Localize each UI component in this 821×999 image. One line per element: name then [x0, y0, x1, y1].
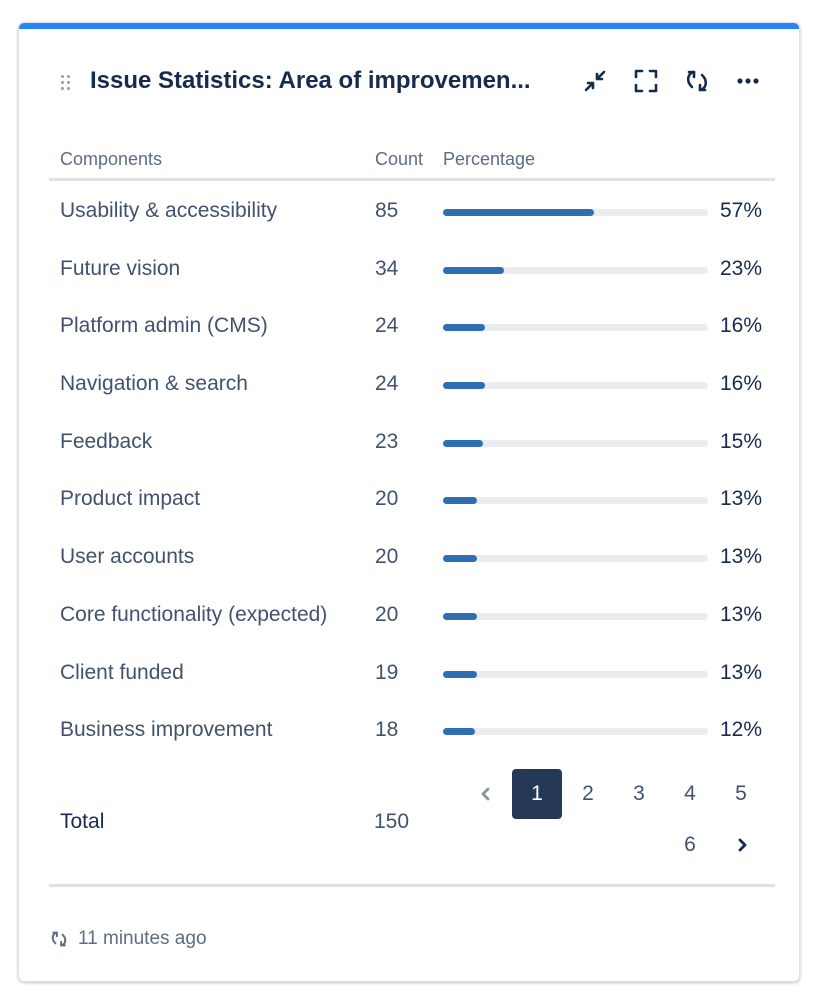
page-button-1[interactable]: 1	[512, 769, 562, 819]
table-row: User accounts 20 13%	[49, 527, 775, 585]
chevron-right-icon	[738, 838, 747, 852]
component-count[interactable]: 23	[375, 429, 399, 453]
more-options-button[interactable]	[730, 63, 766, 99]
components-column-header[interactable]: Components	[60, 149, 163, 169]
footer-divider	[49, 884, 775, 887]
component-percentage: 13%	[720, 660, 763, 684]
gadget-header: Issue Statistics: Area of improvemen...	[19, 29, 799, 129]
percentage-bar-fill	[443, 324, 486, 332]
percentage-bar-track	[443, 324, 708, 332]
percentage-bar-track	[443, 670, 708, 678]
percentage-bar-track	[443, 612, 708, 620]
table-row: Navigation & search 24 16%	[49, 354, 775, 412]
percentage-bar-fill	[443, 439, 483, 447]
gadget-title: Issue Statistics: Area of improvemen...	[90, 67, 531, 94]
percentage-bar-fill	[443, 728, 475, 736]
table-row: Core functionality (expected) 20 13%	[49, 585, 775, 643]
table-row: Business improvement 18 12%	[49, 700, 775, 758]
table-header: Components Count Percentage	[49, 123, 775, 181]
component-percentage: 13%	[720, 602, 763, 626]
component-count[interactable]: 34	[375, 256, 399, 280]
minimize-icon	[584, 70, 606, 92]
count-column-header[interactable]: Count	[375, 149, 424, 169]
table-row: Future vision 34 23%	[49, 239, 775, 297]
component-percentage: 12%	[720, 718, 763, 742]
percentage-bar-fill	[443, 209, 595, 216]
percentage-bar-fill	[443, 555, 478, 563]
percentage-bar-fill	[443, 266, 504, 274]
percentage-bar-track	[443, 439, 708, 447]
component-name[interactable]: Usability & accessibility	[60, 199, 278, 222]
table-row: Usability & accessibility 85 57%	[49, 181, 775, 239]
component-percentage: 57%	[720, 199, 763, 222]
component-count[interactable]: 18	[375, 718, 399, 742]
percentage-bar-track	[443, 209, 708, 216]
page-button-2[interactable]: 2	[582, 782, 594, 805]
component-percentage: 15%	[720, 429, 763, 453]
percentage-column-header[interactable]: Percentage	[443, 149, 536, 169]
component-count[interactable]: 20	[375, 487, 399, 511]
percentage-bar-fill	[443, 497, 478, 505]
component-name[interactable]: Core functionality (expected)	[60, 602, 328, 626]
last-updated-text: 11 minutes ago	[78, 928, 207, 949]
component-name[interactable]: Platform admin (CMS)	[60, 314, 268, 338]
chevron-left-icon	[481, 787, 490, 801]
component-percentage: 23%	[720, 256, 763, 280]
fullscreen-icon	[634, 69, 658, 93]
page-button-6[interactable]: 6	[684, 833, 696, 856]
table-row: Feedback 23 15%	[49, 412, 775, 470]
percentage-bar-track	[443, 555, 708, 563]
fullscreen-button[interactable]	[628, 63, 664, 99]
component-count[interactable]: 19	[375, 660, 399, 684]
component-percentage: 16%	[720, 314, 763, 338]
percentage-bar-track	[443, 728, 708, 736]
percentage-bar-fill	[443, 612, 478, 620]
component-count[interactable]: 20	[375, 545, 399, 569]
component-count[interactable]: 20	[375, 602, 399, 626]
previous-page-button[interactable]	[461, 769, 511, 819]
component-percentage: 16%	[720, 372, 763, 396]
component-name[interactable]: Navigation & search	[60, 372, 248, 396]
page-button-5[interactable]: 5	[735, 782, 747, 805]
component-count[interactable]: 85	[375, 199, 399, 222]
percentage-bar-track	[443, 382, 708, 390]
component-count[interactable]: 24	[375, 314, 399, 338]
table-row: Product impact 20 13%	[49, 469, 775, 527]
next-page-button[interactable]	[717, 820, 767, 870]
total-label: Total	[60, 810, 105, 833]
gadget-footer: 11 minutes ago	[49, 928, 207, 950]
gadget-accent-bar	[19, 23, 799, 29]
percentage-bar-track	[443, 497, 708, 505]
issue-statistics-gadget: Issue Statistics: Area of improvemen...	[18, 22, 800, 982]
refresh-icon	[686, 70, 708, 92]
component-name[interactable]: Product impact	[60, 487, 201, 511]
component-percentage: 13%	[720, 487, 763, 511]
table-row: Client funded 19 13%	[49, 643, 775, 701]
more-icon	[737, 78, 759, 84]
percentage-bar-fill	[443, 670, 478, 678]
table-row: Platform admin (CMS) 24 16%	[49, 296, 775, 354]
total-value: 150	[374, 810, 410, 833]
refresh-button[interactable]	[679, 63, 715, 99]
drag-handle-icon[interactable]	[61, 75, 71, 91]
percentage-bar-fill	[443, 382, 486, 390]
component-name[interactable]: Feedback	[60, 429, 153, 453]
component-percentage: 13%	[720, 545, 763, 569]
component-name[interactable]: Business improvement	[60, 718, 273, 742]
table-body: Usability & accessibility 85 57% Future vis…	[49, 181, 775, 758]
refresh-icon[interactable]	[49, 929, 69, 949]
page-button-4[interactable]: 4	[684, 782, 696, 805]
minimize-button[interactable]	[577, 63, 613, 99]
component-count[interactable]: 24	[375, 372, 399, 396]
component-name[interactable]: Future vision	[60, 256, 181, 280]
page-button-3[interactable]: 3	[633, 782, 645, 805]
component-name[interactable]: User accounts	[60, 545, 195, 569]
statistics-table: Components Count Percentage Usability & …	[49, 123, 775, 758]
percentage-bar-track	[443, 266, 708, 274]
component-name[interactable]: Client funded	[60, 660, 184, 684]
